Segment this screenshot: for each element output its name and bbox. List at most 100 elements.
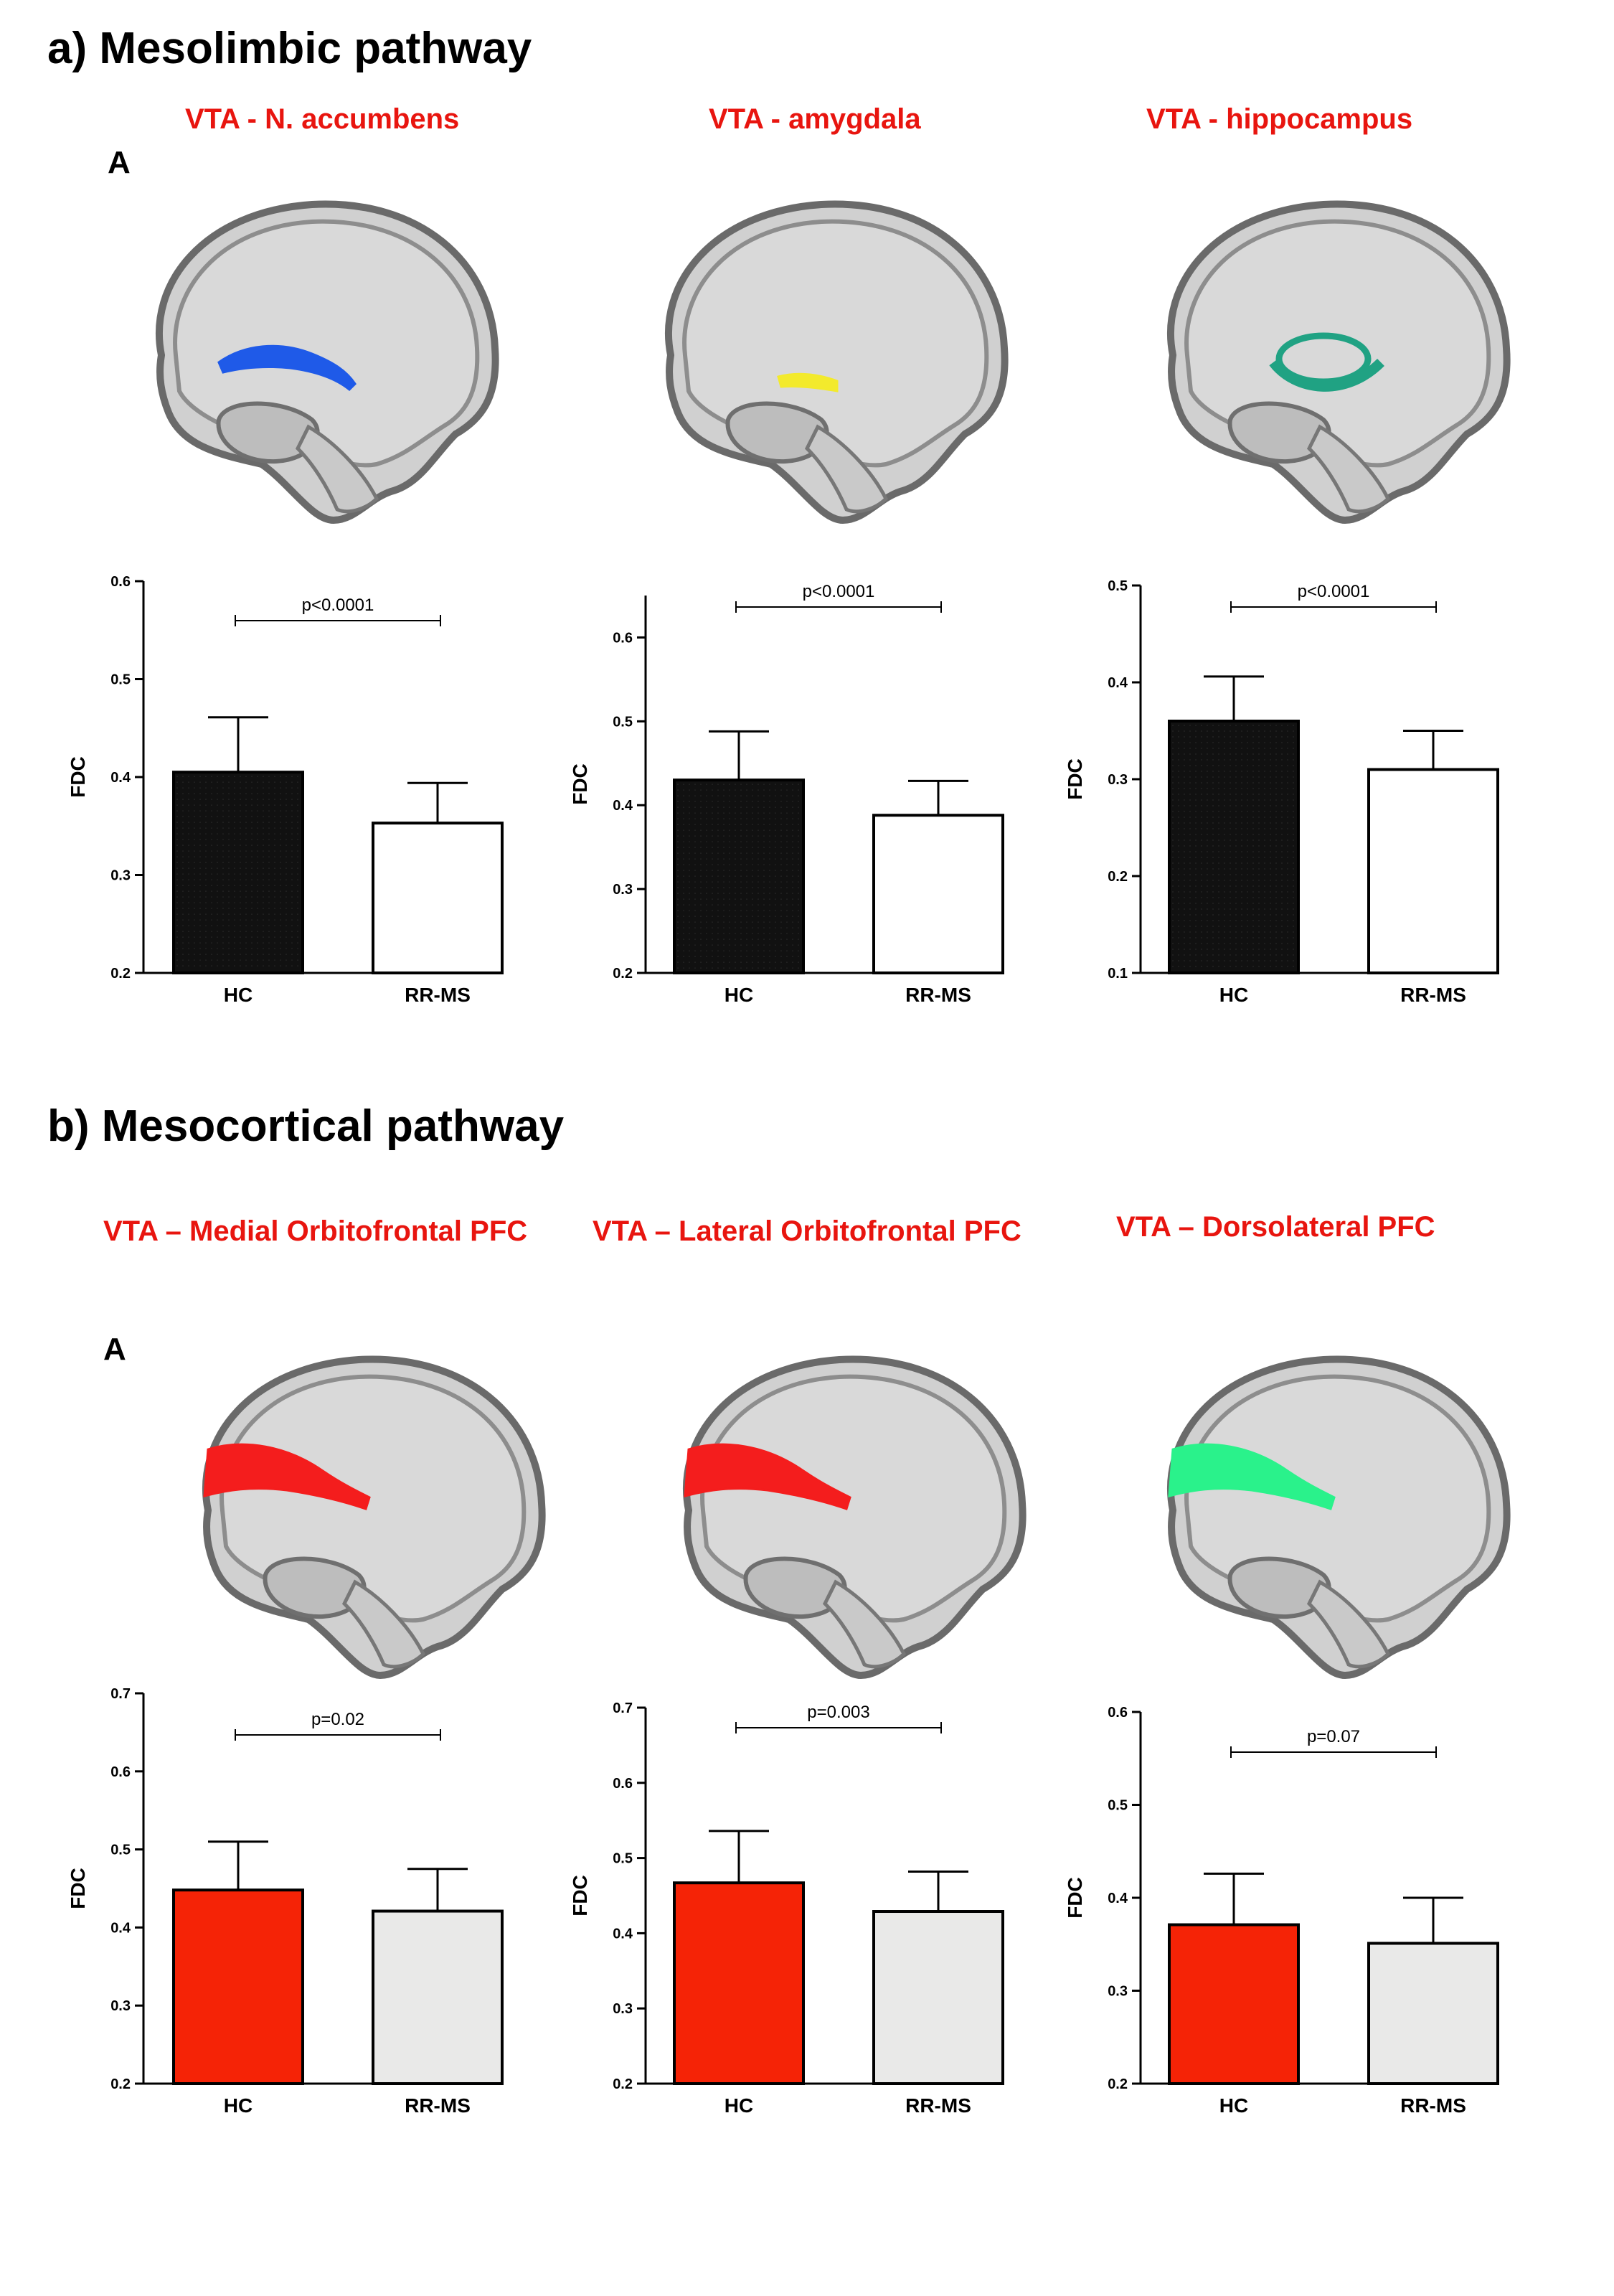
bar-chart-amygdala: 0.2 0.3 0.4 0.5 0.6 FDC HC RR-MS p<0.0001: [569, 582, 1004, 1006]
y-tick-label: 0.3: [110, 868, 131, 884]
panel-title-medial-ofc: VTA – Medial Orbitofrontal PFC: [103, 1215, 528, 1247]
white-matter-tract: [684, 1443, 851, 1510]
panel-title-hippocampus: VTA - hippocampus: [1146, 103, 1413, 135]
category-label: HC: [224, 2094, 253, 2117]
y-tick-label: 0.6: [110, 574, 131, 590]
y-tick-label: 0.5: [110, 1843, 131, 1858]
bar: [1168, 1923, 1300, 2085]
y-tick-label: 0.7: [110, 1686, 131, 1702]
y-axis-title: FDC: [67, 756, 89, 798]
y-tick-label: 0.7: [613, 1700, 633, 1716]
panel-title-lateral-ofc: VTA – Lateral Orbitofrontal PFC: [593, 1215, 1021, 1247]
p-value-label: p<0.0001: [803, 582, 875, 601]
section-title-mesolimbic: a) Mesolimbic pathway: [47, 24, 532, 73]
brainstem: [804, 424, 889, 514]
p-value-label: p=0.003: [807, 1703, 869, 1722]
bar: [372, 822, 504, 974]
category-label: RR-MS: [1400, 984, 1466, 1006]
panel-title-nacc: VTA - N. accumbens: [185, 103, 460, 135]
y-axis-title: FDC: [1064, 1877, 1086, 1919]
y-tick-label: 0.4: [613, 1926, 633, 1942]
y-tick-label: 0.4: [110, 1920, 131, 1936]
y-axis-title: FDC: [67, 1868, 89, 1909]
bar-chart-medial-ofc: 0.2 0.3 0.4 0.5 0.6 0.7 FDC HC RR-MS p=0.02: [67, 1686, 504, 2117]
bar: [1367, 768, 1499, 974]
panel-title-dlpfc: VTA – Dorsolateral PFC: [1116, 1211, 1435, 1243]
y-tick-label: 0.4: [110, 770, 131, 786]
white-matter-tract: [203, 1443, 371, 1510]
brain-image: [664, 200, 1009, 524]
category-label: RR-MS: [905, 2094, 971, 2117]
p-value-label: p<0.0001: [1298, 582, 1370, 601]
y-tick-label: 0.3: [1108, 772, 1128, 788]
category-label: RR-MS: [405, 2094, 471, 2117]
category-label: RR-MS: [1400, 2094, 1466, 2117]
bar: [673, 778, 805, 974]
bar: [673, 1881, 805, 2085]
y-tick-label: 0.3: [1108, 1984, 1128, 2000]
brain-image: [682, 1355, 1027, 1680]
bar-chart-nacc: 0.2 0.3 0.4 0.5 0.6 FDC HC RR-MS p<0.0001: [67, 574, 504, 1006]
bar: [172, 771, 304, 974]
y-tick-label: 0.5: [613, 1851, 633, 1867]
y-tick-label: 0.3: [613, 2001, 633, 2017]
brainstem: [1306, 424, 1391, 514]
category-label: HC: [725, 2094, 753, 2117]
y-axis-title: FDC: [1064, 758, 1086, 800]
white-matter-tract: [1269, 358, 1384, 392]
bar-chart-hippocampus: 0.1 0.2 0.3 0.4 0.5 FDC HC RR-MS p<0.0001: [1064, 578, 1499, 1006]
brainstem: [822, 1579, 907, 1669]
brain-image: [1166, 1355, 1511, 1680]
y-tick-label: 0.3: [110, 1998, 131, 2014]
y-tick-label: 0.6: [613, 630, 633, 646]
category-label: HC: [224, 984, 253, 1006]
y-tick-label: 0.5: [1108, 578, 1128, 594]
bar-chart-lateral-ofc: 0.2 0.3 0.4 0.5 0.6 0.7 FDC HC RR-MS p=0.003: [569, 1700, 1004, 2117]
panel-title-amygdala: VTA - amygdala: [709, 103, 921, 135]
white-matter-tract: [1168, 1443, 1336, 1510]
white-matter-tract: [777, 372, 839, 392]
category-label: HC: [1219, 984, 1248, 1006]
y-tick-label: 0.5: [613, 714, 633, 730]
category-label: RR-MS: [905, 984, 971, 1006]
panel-letter-a-top: A: [108, 145, 131, 180]
y-tick-label: 0.5: [110, 672, 131, 688]
bar: [372, 1909, 504, 2085]
y-tick-label: 0.2: [613, 2076, 633, 2092]
category-label: HC: [725, 984, 753, 1006]
y-tick-label: 0.3: [613, 882, 633, 898]
p-value-label: p=0.07: [1307, 1727, 1360, 1746]
brainstem: [295, 424, 379, 514]
y-tick-label: 0.6: [110, 1764, 131, 1780]
y-tick-label: 0.4: [1108, 1891, 1128, 1906]
bar: [872, 1910, 1004, 2085]
y-tick-label: 0.2: [110, 966, 131, 982]
y-tick-label: 0.6: [1108, 1705, 1128, 1721]
y-tick-label: 0.6: [613, 1776, 633, 1792]
y-tick-label: 0.4: [1108, 675, 1128, 691]
y-axis-title: FDC: [569, 1875, 591, 1916]
panel-letter-a-bottom: A: [103, 1332, 126, 1367]
p-value-label: p=0.02: [311, 1710, 364, 1729]
y-tick-label: 0.5: [1108, 1798, 1128, 1814]
bar: [172, 1888, 304, 2085]
brain-image: [155, 200, 499, 524]
bar-chart-dlpfc: 0.2 0.3 0.4 0.5 0.6 FDC HC RR-MS p=0.07: [1064, 1705, 1499, 2117]
category-label: HC: [1219, 2094, 1248, 2117]
white-matter-tract: [217, 344, 357, 392]
p-value-label: p<0.0001: [302, 596, 374, 615]
y-tick-label: 0.4: [613, 798, 633, 814]
brainstem: [341, 1579, 426, 1669]
y-tick-label: 0.2: [1108, 2076, 1128, 2092]
bar: [1168, 720, 1300, 974]
y-tick-label: 0.2: [110, 2076, 131, 2092]
y-tick-label: 0.1: [1108, 966, 1128, 982]
y-tick-label: 0.2: [613, 966, 633, 982]
bar: [872, 814, 1004, 975]
category-label: RR-MS: [405, 984, 471, 1006]
brain-image: [202, 1355, 546, 1680]
brain-image: [1166, 200, 1511, 524]
section-title-mesocortical: b) Mesocortical pathway: [47, 1101, 565, 1151]
bar: [1367, 1942, 1499, 2085]
brainstem: [1306, 1579, 1391, 1669]
